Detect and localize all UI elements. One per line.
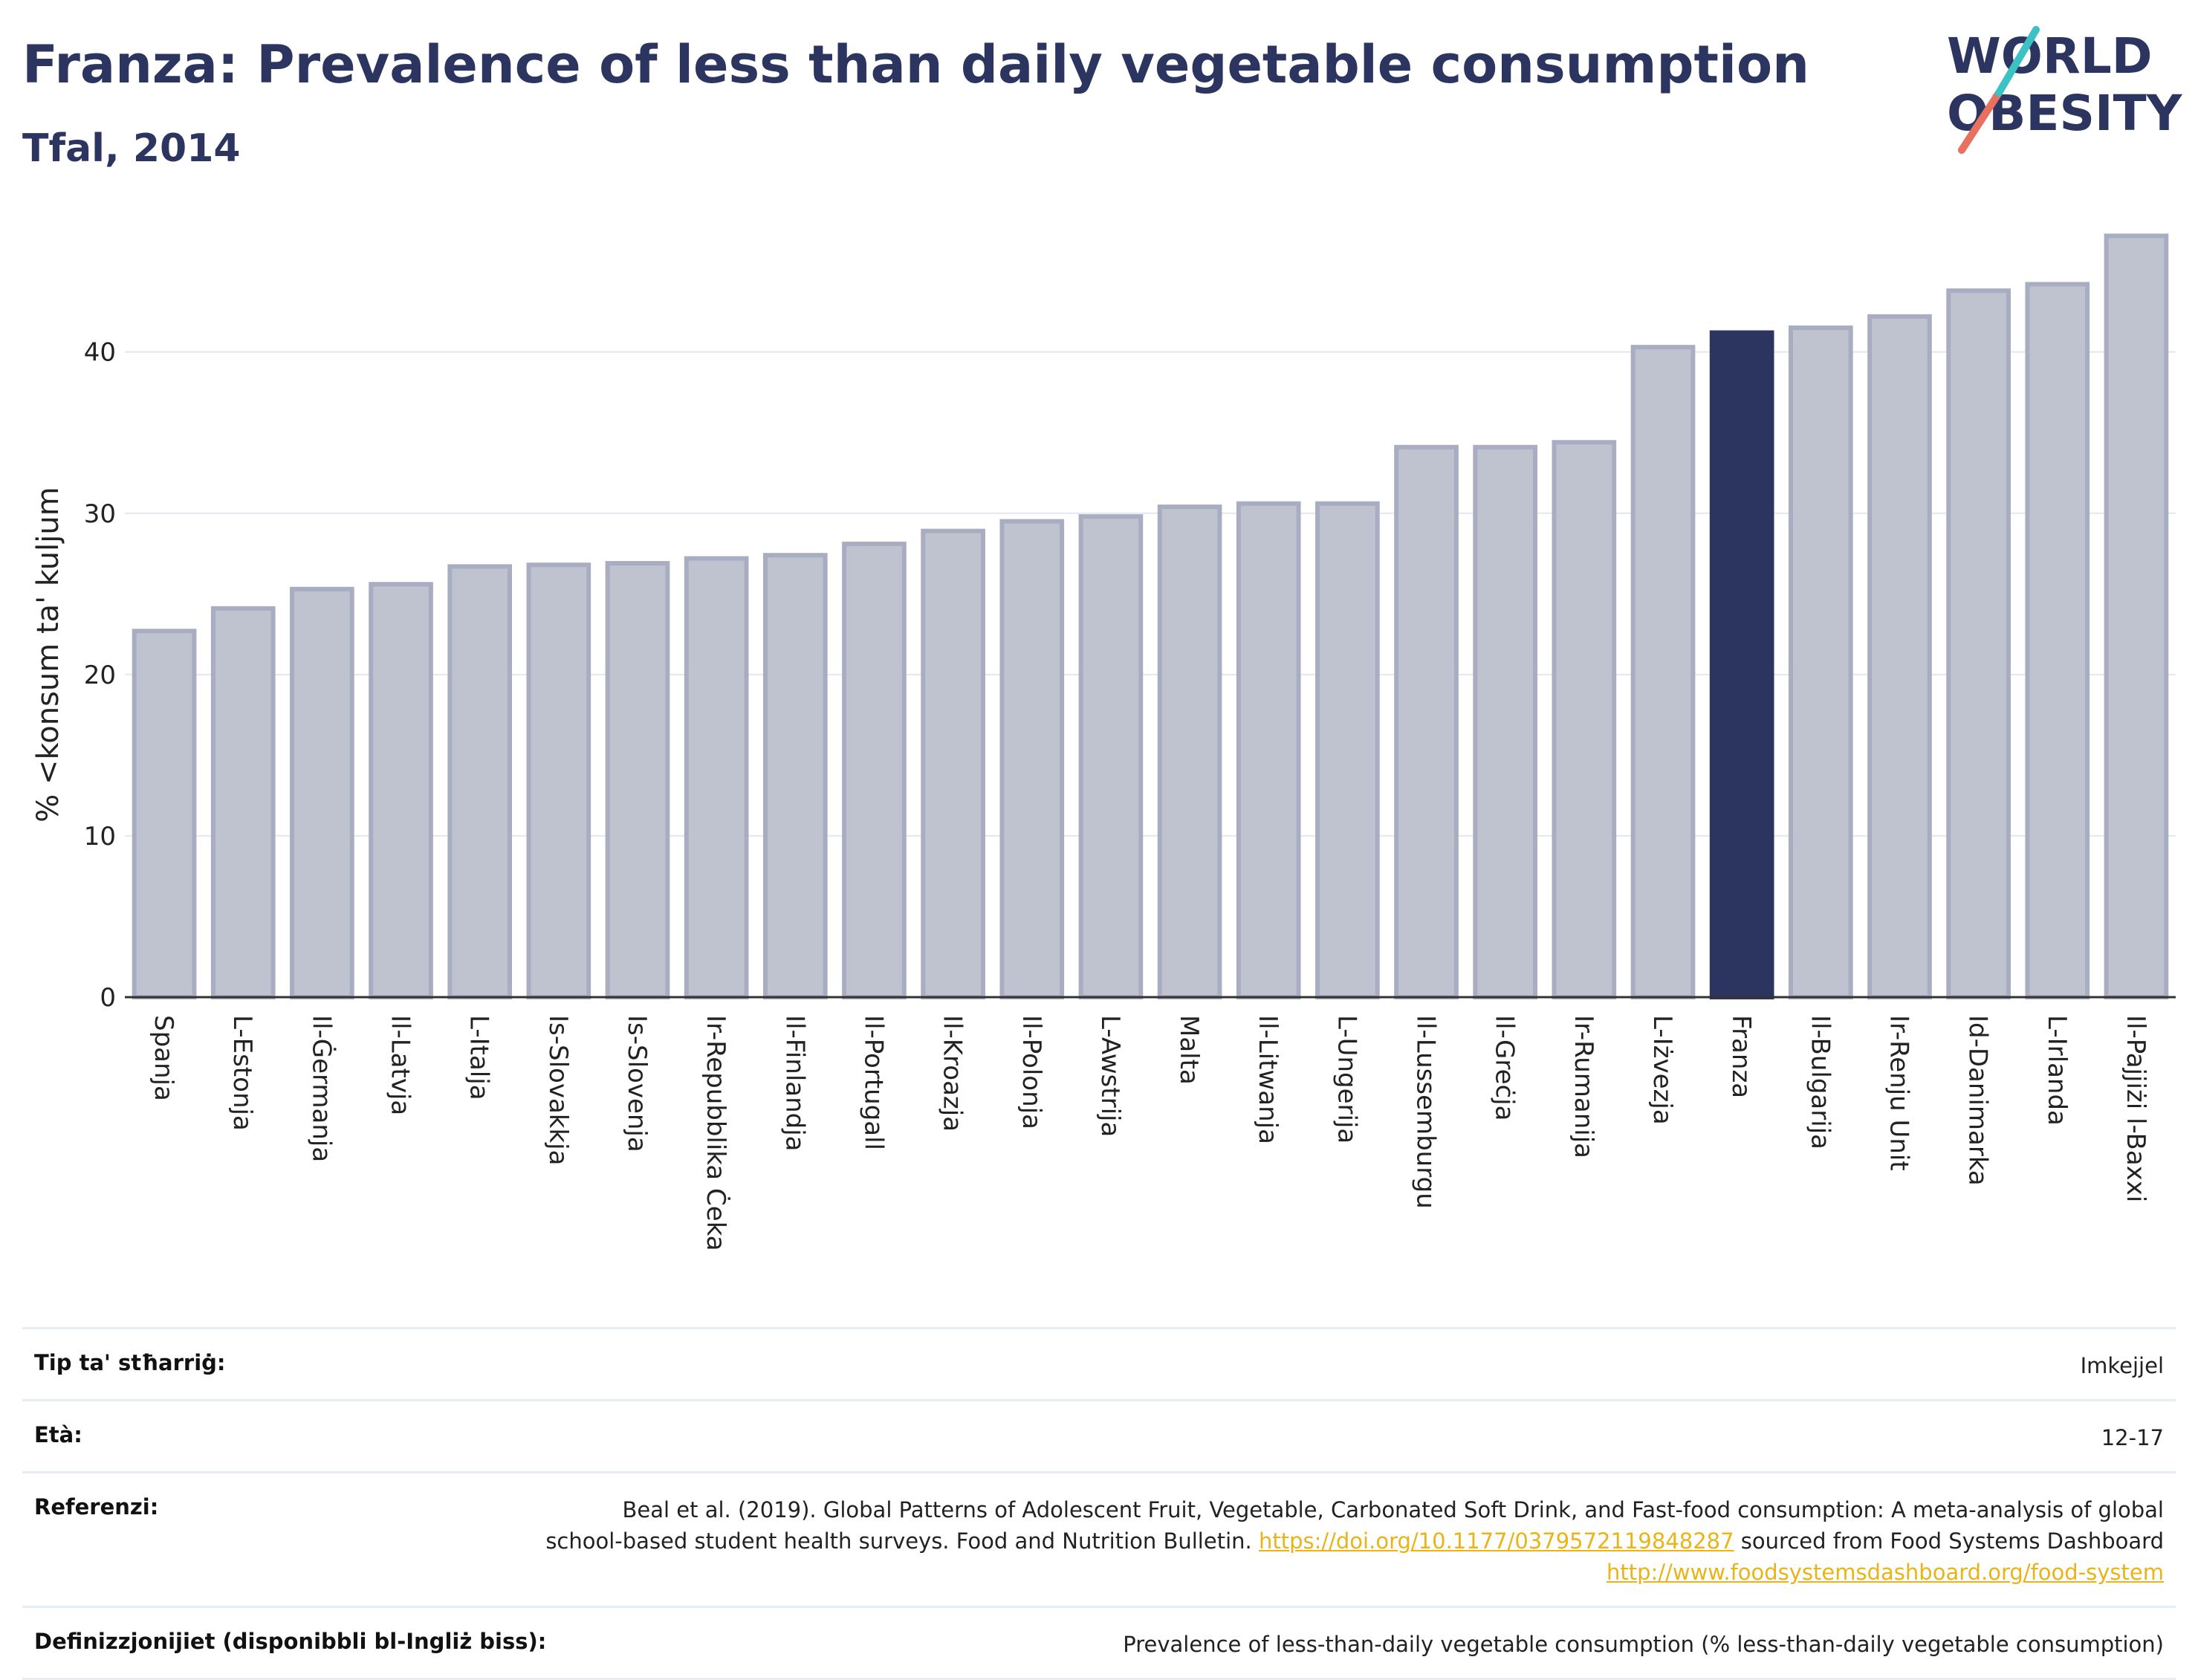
food-systems-link[interactable]: http://www.foodsystemsdashboard.org/food…	[1607, 1560, 2164, 1585]
bar-il-latvja	[369, 582, 433, 999]
x-category-label: Ir-Renju Unit	[1884, 1015, 1913, 1171]
bar-chart: 0 10 20 30 40 Spanja L-Estonja Il-Ġermanja Il-L…	[31, 233, 2176, 1251]
bar-ir-rumanija	[1552, 440, 1617, 999]
x-category-label: Id-Danimarka	[1963, 1015, 1993, 1186]
bar-ir-renju-unit	[1867, 314, 1932, 999]
bar-l-ungerija	[1315, 501, 1380, 999]
bar-l-awstrija	[1078, 514, 1144, 999]
logo-line1: WORLD	[1947, 27, 2153, 85]
bar-malta	[1157, 505, 1222, 999]
meta-key: Tip ta' stħarriġ:	[34, 1350, 226, 1375]
meta-row-definitions: Definizzjonijiet (disponibbli bl-Ingliż …	[22, 1606, 2176, 1680]
y-axis-title: % <konsum ta' kuljum	[31, 487, 65, 822]
x-category-label: L-Iżvezja	[1647, 1015, 1677, 1125]
bar-il-polonja	[999, 519, 1065, 999]
x-category-label: Il-Lussemburgu	[1411, 1015, 1441, 1209]
x-category-label: Spanja	[149, 1015, 178, 1101]
x-category-label: Il-Ġermanja	[306, 1015, 337, 1162]
bar-id-danimarka	[1946, 288, 2011, 999]
reference-text-2: sourced from Food Systems Dashboard	[1734, 1528, 2164, 1554]
bar-spanja	[132, 629, 197, 999]
bar-il-kroazja	[921, 528, 985, 999]
x-category-label: L-Italja	[464, 1015, 494, 1100]
bar-il-portugall	[842, 541, 907, 999]
bar-l-italja	[447, 564, 513, 999]
meta-row-survey-type: Tip ta' stħarriġ: Imkejjel	[22, 1327, 2176, 1399]
world-obesity-logo: WORLD OBESITY	[1947, 26, 2183, 154]
bar-ir-repubblika-eka	[684, 556, 749, 999]
bar-franza	[1709, 330, 1774, 1000]
bar-il-litwanja	[1236, 501, 1301, 999]
x-category-label: Il-Finlandja	[779, 1015, 809, 1152]
y-tick-labels: 0 10 20 30 40	[84, 338, 116, 1013]
meta-row-age: Età: 12-17	[22, 1399, 2176, 1471]
x-category-label: Il-Pajjiżi l-Baxxi	[2121, 1015, 2150, 1202]
bar-l-irlanda	[2025, 282, 2090, 1000]
x-category-label: Is-Slovakkja	[543, 1015, 573, 1165]
meta-value: 12-17	[2101, 1425, 2164, 1450]
x-category-label: L-Estonja	[227, 1015, 257, 1131]
x-category-label: Malta	[1174, 1015, 1204, 1085]
bar-is-slovenja	[605, 561, 670, 999]
x-category-labels: Spanja L-Estonja Il-Ġermanja Il-Latvja L-Ita…	[149, 1015, 2150, 1251]
x-category-label: Is-Slovenja	[622, 1015, 652, 1152]
x-category-label: L-Irlanda	[2042, 1015, 2072, 1126]
meta-value: Prevalence of less-than-daily vegetable …	[1123, 1632, 2164, 1657]
reference-text: Beal et al. (2019). Global Patterns of A…	[545, 1497, 2164, 1554]
bar-il-lussemburgu	[1394, 444, 1459, 999]
metadata-table: Tip ta' stħarriġ: Imkejjel Età: 12-17 Re…	[22, 1327, 2176, 1680]
bar-il-finlandja	[762, 553, 828, 999]
x-category-label: Il-Polonja	[1017, 1015, 1046, 1129]
x-category-label: Ir-Rumanija	[1569, 1015, 1598, 1158]
bar-il-ermanja	[290, 586, 354, 999]
y-tick-label: 10	[84, 822, 116, 852]
x-category-label: Il-Bulgarija	[1805, 1015, 1835, 1149]
bar-l-i-vezja	[1630, 345, 1696, 999]
bar-il-pajji-i-l-baxxi	[2104, 233, 2169, 999]
x-category-label: Franza	[1726, 1015, 1756, 1098]
y-tick-label: 0	[100, 983, 116, 1013]
x-category-label: L-Awstrija	[1095, 1015, 1125, 1137]
y-tick-label: 20	[84, 661, 116, 690]
chart-title: Franza: Prevalence of less than daily ve…	[22, 34, 1809, 95]
bars	[132, 233, 2169, 1000]
chart-subtitle: Tfal, 2014	[22, 126, 241, 171]
bar-l-estonja	[210, 606, 276, 999]
bar-is-slovakkja	[526, 562, 591, 999]
bar-il-gre-ja	[1473, 444, 1538, 999]
x-category-label: Il-Litwanja	[1253, 1015, 1283, 1144]
x-category-label: Il-Latvja	[386, 1015, 415, 1115]
meta-value: Beal et al. (2019). Global Patterns of A…	[544, 1494, 2164, 1588]
meta-value: Imkejjel	[2080, 1353, 2164, 1378]
y-tick-label: 30	[84, 499, 116, 529]
x-category-label: Ir-Repubblika Ċeka	[701, 1015, 731, 1251]
meta-key: Età:	[34, 1422, 82, 1447]
x-category-label: Il-Portugall	[858, 1015, 888, 1150]
x-category-label: Il-Kroazja	[938, 1015, 967, 1132]
x-category-label: L-Ungerija	[1332, 1015, 1361, 1144]
x-category-label: Il-Greċja	[1490, 1015, 1520, 1120]
meta-key: Definizzjonijiet (disponibbli bl-Ingliż …	[34, 1629, 547, 1654]
bar-il-bulgarija	[1788, 325, 1853, 999]
y-tick-label: 40	[84, 338, 116, 368]
logo-slash-coral	[1958, 89, 2003, 154]
doi-link[interactable]: https://doi.org/10.1177/0379572119848287	[1258, 1528, 1734, 1554]
meta-row-references: Referenzi: Beal et al. (2019). Global Pa…	[22, 1471, 2176, 1606]
logo-slash-teal	[1995, 26, 2040, 97]
meta-key: Referenzi:	[34, 1494, 159, 1520]
